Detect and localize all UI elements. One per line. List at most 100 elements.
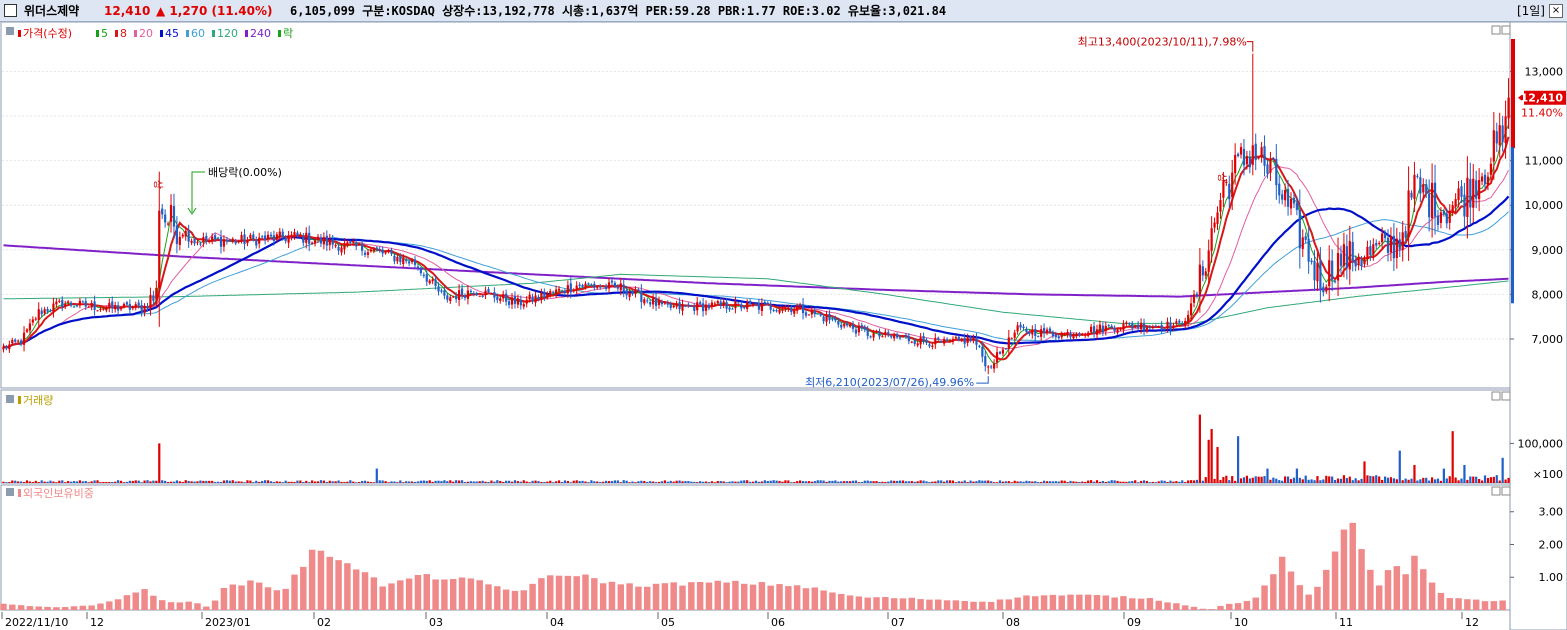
volume-bar	[898, 480, 902, 483]
candle-body	[440, 290, 443, 292]
candle-body	[1495, 131, 1498, 144]
volume-bar	[302, 482, 305, 483]
volume-bar	[360, 480, 364, 483]
candle-body	[337, 246, 340, 251]
candle-body	[522, 304, 525, 307]
candle-body	[1195, 293, 1199, 297]
volume-bar	[281, 482, 284, 483]
volume-bar	[1463, 465, 1466, 483]
candle-body	[175, 225, 179, 244]
candle-body	[734, 301, 737, 309]
volume-bar	[901, 480, 905, 483]
volume-bar	[299, 480, 302, 483]
x-tick-label: 08	[1006, 616, 1020, 629]
volume-bar	[578, 481, 581, 483]
volume-bar	[1369, 475, 1372, 483]
volume-bar	[1501, 457, 1504, 483]
candle-body	[1040, 329, 1043, 337]
foreign-bar	[758, 582, 766, 610]
volume-bar	[487, 482, 490, 483]
candle-body	[334, 244, 337, 247]
foreign-bar	[79, 605, 87, 610]
candle-body	[1122, 323, 1125, 330]
candle-body	[1307, 238, 1310, 262]
price-change: ▲ 1,270 (11.40%)	[156, 4, 273, 18]
candle-body	[1254, 143, 1257, 160]
candle-body	[322, 237, 325, 245]
volume-bar	[1184, 482, 1187, 483]
candle-body	[890, 336, 893, 338]
foreign-bar	[749, 584, 757, 610]
foreign-bar	[1340, 529, 1348, 610]
close-icon[interactable]: ×	[1549, 4, 1563, 18]
candle-body	[146, 306, 149, 309]
candle-body	[358, 243, 361, 245]
candle-body	[25, 329, 29, 332]
foreign-bar	[370, 577, 378, 610]
candle-body	[678, 302, 681, 310]
volume-bar	[284, 480, 287, 483]
volume-bar	[452, 481, 455, 483]
period-button[interactable]: [1일]	[1516, 4, 1545, 18]
volume-bar	[378, 480, 381, 483]
candle-body	[369, 249, 373, 252]
volume-bar	[596, 481, 599, 483]
volume-bar	[1436, 478, 1440, 483]
candle-body	[775, 310, 778, 312]
candle-body	[52, 303, 55, 312]
candle-body	[216, 237, 220, 239]
volume-bar	[1137, 482, 1140, 483]
candle-body	[64, 303, 67, 306]
candle-body	[607, 282, 611, 289]
volume-bar	[331, 481, 334, 483]
high-annotation: 최고13,400(2023/10/11),7.98%	[1078, 36, 1247, 49]
candle-body	[602, 285, 605, 287]
volume-bar	[1157, 481, 1160, 483]
volume-bar	[1125, 481, 1128, 483]
volume-bar	[766, 481, 769, 483]
volume-bar	[666, 481, 669, 483]
volume-bar	[1345, 478, 1348, 483]
volume-bar	[1472, 476, 1475, 483]
foreign-bar	[1217, 605, 1224, 610]
candle-body	[325, 235, 328, 246]
candle-body	[975, 338, 978, 345]
volume-bar	[1469, 476, 1472, 483]
candle-body	[384, 252, 387, 254]
candle-body	[152, 295, 155, 301]
candle-body	[787, 307, 790, 310]
x-tick-label: 11	[1339, 616, 1353, 629]
volume-bar	[134, 480, 137, 483]
current-price: 12,410	[104, 4, 151, 18]
foreign-bar	[652, 583, 660, 610]
candle-body	[669, 304, 672, 308]
candle-body	[525, 299, 528, 304]
current-price-tag	[1524, 90, 1566, 105]
volume-bar	[801, 481, 805, 483]
foreign-bar	[282, 588, 289, 610]
candle-body	[1119, 328, 1122, 330]
volume-bar	[269, 481, 273, 483]
foreign-bar	[1014, 597, 1021, 610]
volume-bar	[419, 480, 422, 483]
candle-body	[287, 236, 290, 243]
legend-marker	[18, 396, 21, 404]
candle-body	[1442, 211, 1445, 215]
volume-bar	[469, 481, 472, 483]
volume-bar	[1034, 481, 1037, 483]
volume-bar	[75, 481, 79, 483]
candle-body	[916, 343, 919, 346]
select-checkbox[interactable]	[4, 4, 17, 17]
foreign-bar	[1323, 569, 1330, 610]
volume-bar	[366, 481, 370, 483]
volume-bar	[590, 480, 593, 483]
foreign-bar	[1464, 599, 1471, 610]
foreign-bar	[1490, 601, 1498, 610]
current-change-tag-label: 11.40%	[1521, 107, 1563, 120]
volume-bar	[1301, 479, 1304, 483]
volume-bar	[196, 481, 199, 483]
candle-body	[1025, 329, 1028, 333]
volume-bar	[137, 480, 140, 483]
candle-body	[1428, 193, 1431, 218]
volume-bar	[1372, 476, 1375, 483]
